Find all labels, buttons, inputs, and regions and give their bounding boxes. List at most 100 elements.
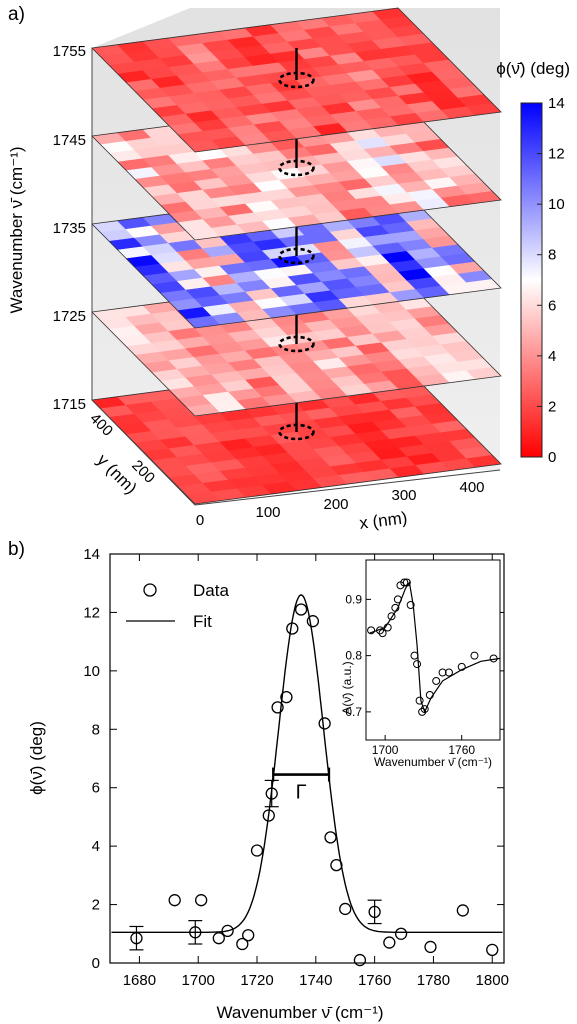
x-tick-label: 1680 [123, 972, 156, 989]
x-tick-300: 300 [391, 487, 416, 504]
colorbar-tick-label: 4 [548, 348, 556, 365]
data-point [189, 926, 202, 939]
inset-x-tick-label: 1760 [448, 743, 475, 757]
inset-y-tick-label: 0.9 [345, 592, 362, 606]
error-bar [188, 920, 203, 945]
plot-frame [109, 553, 505, 964]
data-point [339, 902, 352, 916]
x-tick-label: 1780 [417, 972, 450, 989]
colorbar-tick-label: 10 [548, 196, 565, 213]
fit-curve [111, 594, 503, 933]
colorbar-tick-label: 0 [548, 449, 556, 466]
slice-1755 [91, 7, 502, 153]
data-point [486, 943, 499, 957]
y-axis-label-b: ϕ(ν̄) (deg) [27, 721, 46, 795]
z-tick-1745: 1745 [53, 132, 86, 149]
z-tick-1725: 1725 [53, 308, 86, 325]
inset-xlabel: Wavenumber ν̄ (cm⁻¹) [374, 755, 492, 769]
data-point [324, 831, 337, 844]
colorbar-tick-label: 2 [548, 398, 556, 415]
colorbar-tick-label: 14 [548, 95, 565, 112]
inset-plot: 1700 1760 0.7 0.8 0.9 [345, 578, 501, 757]
inset-frame [365, 559, 501, 741]
inset-x-tick-label: 1700 [372, 743, 399, 757]
z-tick-1715: 1715 [53, 396, 86, 413]
data-point [221, 924, 234, 938]
legend: Data Fit [126, 581, 229, 631]
inset-data-point [470, 651, 479, 660]
x-tick-label: 1760 [358, 972, 391, 989]
data-point [236, 937, 249, 951]
colorbar-tick-label: 6 [548, 297, 556, 314]
y-tick-label: 4 [92, 838, 100, 855]
colorbar-ticks: 14 12 10 8 6 4 2 0 [537, 95, 565, 466]
data-point [394, 927, 408, 940]
inset-data-point [376, 626, 385, 635]
panel-b-label: b) [8, 539, 25, 560]
x-tick-label: 1740 [299, 972, 332, 989]
error-bar [129, 925, 144, 951]
inset-data-point [420, 705, 429, 714]
legend-fit-label: Fit [193, 612, 212, 631]
data-point [262, 809, 275, 822]
inset-data-point [402, 578, 411, 587]
inset-data-point [413, 660, 422, 669]
x-axis-line [194, 469, 501, 506]
data-point [306, 615, 320, 628]
data-point [168, 894, 181, 907]
inset-ylabel: A(ν̄) (a.u.) [340, 661, 354, 714]
colorbar-scale [520, 102, 543, 458]
colorbar-tick-label: 8 [548, 247, 556, 264]
y-axis-line [91, 399, 196, 506]
x-tick-400: 400 [459, 479, 484, 496]
inset-data-point [367, 626, 376, 635]
inset-data-point [418, 707, 427, 716]
y-tick-label: 10 [83, 663, 100, 680]
z-tick-1755: 1755 [53, 43, 86, 60]
y-tick-label: 0 [92, 955, 100, 972]
data-point [250, 844, 264, 857]
data-point [456, 904, 469, 917]
x-tick-label: 1800 [476, 972, 509, 989]
inset-data-point [438, 668, 447, 677]
main-plot: 1680 1700 1720 1740 1760 1780 1800 0 2 4 6 8 10 12 14 Γ [83, 546, 509, 989]
data-point [271, 701, 284, 714]
data-point [383, 936, 396, 949]
panel-a-label: a) [8, 4, 25, 25]
colorbar-title: ϕ(ν̄) (deg) [496, 59, 570, 78]
inset-fit-curve [369, 580, 501, 714]
legend-data-label: Data [193, 581, 229, 600]
data-point [194, 894, 208, 907]
data-point [318, 717, 331, 730]
inset-data-point [489, 654, 498, 663]
inset-data-point [432, 676, 441, 685]
data-point [424, 940, 437, 954]
x-tick-label: 1720 [240, 972, 273, 989]
inset-data-point [387, 612, 396, 621]
y-tick-label: 12 [83, 604, 100, 621]
z-axis-label: Wavenumber ν̄ (cm⁻¹) [7, 146, 26, 313]
data-point [280, 691, 293, 704]
z-axis: 1755 1745 1735 1725 1715 Wavenumber ν̄ (… [7, 43, 86, 413]
x-axis-label-b: Wavenumber ν̄ (cm⁻¹) [216, 1003, 383, 1022]
data-point [242, 929, 255, 942]
inset-data-point [383, 623, 392, 632]
colorbar-tick-label: 12 [548, 146, 565, 163]
colorbar: ϕ(ν̄) (deg) 14 12 10 8 6 4 2 0 [496, 59, 570, 466]
data-point [368, 905, 381, 919]
x-tick-label: 1700 [182, 972, 215, 989]
inset-data-point [406, 601, 415, 609]
gamma-label: Γ [296, 782, 307, 804]
x-axis-label: x (nm) [358, 508, 408, 533]
inset: 1700 1760 0.7 0.8 0.9 A(ν̄) (a.u.) Wavenumbe… [340, 559, 501, 769]
data-point [212, 932, 225, 945]
y-tick-label: 6 [92, 780, 100, 797]
x-tick-200: 200 [323, 496, 348, 513]
data-point [286, 622, 299, 635]
inset-data-point [415, 696, 424, 705]
slice-stack [91, 7, 502, 505]
inset-data-point [410, 651, 419, 660]
inset-y-tick-label: 0.8 [345, 649, 362, 663]
inset-data-point [425, 691, 434, 699]
panel-b: b) 1680 1700 1720 1740 1760 1780 1800 0 2 4 6 8 10 12… [8, 539, 509, 1022]
